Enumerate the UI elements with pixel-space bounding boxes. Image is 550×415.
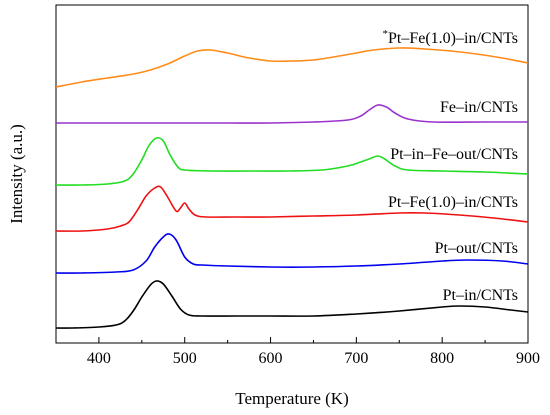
- x-tick-label: 900: [516, 350, 540, 367]
- x-axis-ticks: 400 500 600 700 800 900: [55, 337, 540, 367]
- series-line-6: [55, 47, 529, 88]
- y-axis-label: Intensity (a.u.): [7, 124, 26, 224]
- x-axis-label: Temperature (K): [235, 389, 349, 408]
- series-line-1: [55, 280, 529, 329]
- x-tick-label: 600: [259, 350, 283, 367]
- series-label-4: Pt–in–Fe–out/CNTs: [390, 146, 518, 163]
- x-tick-label: 400: [87, 350, 111, 367]
- series-line-5: [55, 104, 528, 124]
- series-label-3: Pt–Fe(1.0)–in/CNTs: [388, 194, 518, 211]
- x-tick-label: 500: [173, 350, 197, 367]
- series-labels: Pt–in/CNTs Pt–out/CNTs Pt–Fe(1.0)–in/CNTs P…: [383, 28, 519, 304]
- series-label-5: Fe–in/CNTs: [440, 99, 518, 116]
- series-line-2: [55, 233, 529, 274]
- series-label-asterisk: *: [383, 28, 389, 40]
- series-label-text: Pt–in–Fe–out/CNTs: [390, 146, 518, 163]
- series-label-2: Pt–out/CNTs: [435, 240, 518, 257]
- series-label-text: Pt–out/CNTs: [435, 240, 518, 257]
- series-label-text: Pt–in/CNTs: [443, 287, 518, 304]
- series-label-1: Pt–in/CNTs: [443, 287, 518, 304]
- series-line-3: [55, 185, 529, 232]
- x-tick-label: 800: [430, 350, 454, 367]
- series-label-6: *Pt–Fe(1.0)–in/CNTs: [383, 28, 519, 47]
- series-group: [55, 47, 529, 329]
- series-label-text: Pt–Fe(1.0)–in/CNTs: [388, 194, 518, 211]
- series-label-text: Fe–in/CNTs: [440, 99, 518, 116]
- series-line-4: [55, 136, 529, 186]
- x-tick-label: 700: [344, 350, 368, 367]
- series-label-text: Pt–Fe(1.0)–in/CNTs: [388, 30, 518, 47]
